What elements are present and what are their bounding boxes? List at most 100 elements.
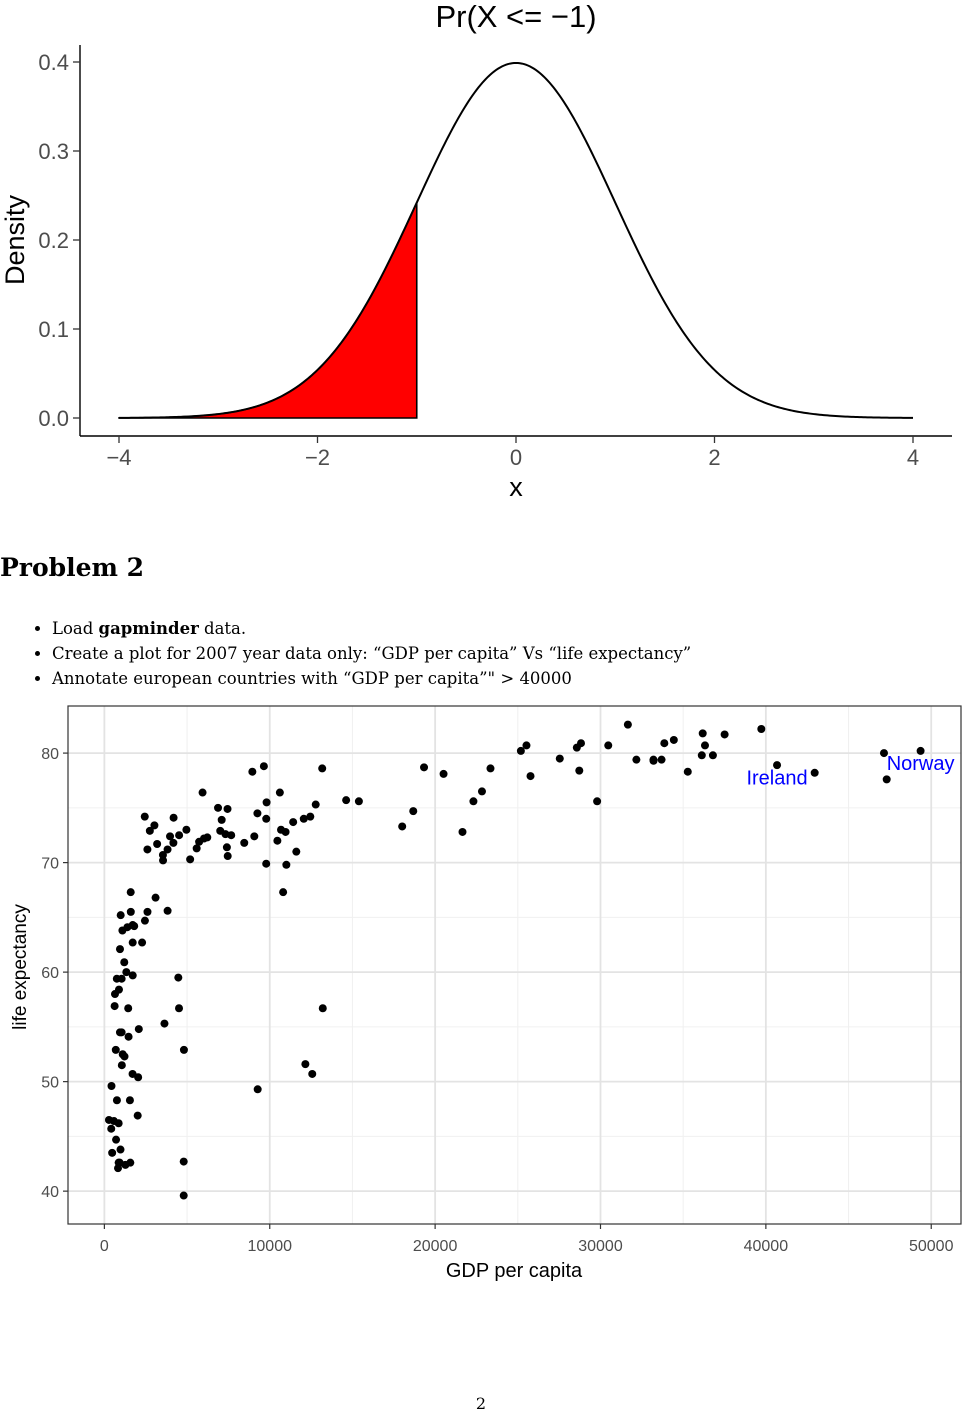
data-point xyxy=(117,1028,126,1037)
data-point xyxy=(179,1157,188,1166)
data-point xyxy=(140,916,149,925)
data-point xyxy=(281,827,290,836)
data-point xyxy=(683,767,692,776)
x-tick-label: 0 xyxy=(510,445,522,470)
data-point xyxy=(879,749,888,758)
data-point xyxy=(282,860,291,869)
data-point xyxy=(158,850,167,859)
x-axis-ticks: 0 10000 20000 30000 40000 50000 xyxy=(100,1224,954,1255)
list-item: Create a plot for 2007 year data only: “… xyxy=(52,641,691,666)
data-point xyxy=(697,751,706,760)
data-point xyxy=(125,1096,134,1105)
data-point xyxy=(477,787,486,796)
data-point xyxy=(292,847,301,856)
data-point xyxy=(289,818,298,827)
data-point xyxy=(115,945,124,954)
data-point xyxy=(354,797,363,806)
problem-heading: Problem 2 xyxy=(0,553,145,582)
x-axis-label: x xyxy=(509,472,523,502)
data-point xyxy=(318,1004,327,1013)
data-point xyxy=(179,1045,188,1054)
data-point xyxy=(773,761,782,770)
normal-density-chart: Pr(X <= −1) −4 −2 0 2 4 0.0 0.1 0.2 0.3 0.4 x De… xyxy=(0,0,952,502)
y-axis-label: Density xyxy=(0,194,30,285)
data-point xyxy=(632,755,641,764)
data-point xyxy=(623,720,632,729)
x-tick-label: 50000 xyxy=(909,1238,954,1255)
data-point xyxy=(107,1082,116,1091)
data-point xyxy=(439,769,448,778)
data-point xyxy=(301,1060,310,1069)
y-tick-label: 0.2 xyxy=(38,228,69,253)
y-tick-label: 0.4 xyxy=(38,50,69,75)
data-point xyxy=(522,741,531,750)
data-point xyxy=(660,739,669,748)
data-point xyxy=(223,852,232,861)
x-tick-label: 4 xyxy=(907,445,919,470)
x-tick-label: 40000 xyxy=(744,1238,789,1255)
data-point xyxy=(279,888,288,897)
data-point xyxy=(182,825,191,834)
y-tick-label: 60 xyxy=(41,965,59,982)
list-item: Annotate european countries with “GDP pe… xyxy=(52,666,691,691)
data-point xyxy=(577,739,585,748)
data-point xyxy=(810,768,819,777)
data-point xyxy=(306,812,315,821)
country-annotations: Ireland Norway xyxy=(746,753,954,789)
data-point xyxy=(126,888,135,897)
data-point xyxy=(118,1050,127,1059)
data-point xyxy=(262,814,271,823)
data-point xyxy=(166,832,175,841)
data-point xyxy=(112,1096,121,1105)
data-point xyxy=(259,762,268,771)
data-point xyxy=(140,812,149,821)
data-point xyxy=(409,807,418,816)
data-point xyxy=(114,985,123,994)
x-tick-label: 10000 xyxy=(248,1238,293,1255)
data-point xyxy=(169,813,178,822)
plot-panel-border xyxy=(67,705,962,1225)
data-point xyxy=(116,1145,125,1154)
data-point xyxy=(175,1004,184,1013)
data-point xyxy=(163,906,172,915)
data-point xyxy=(420,763,429,772)
data-point xyxy=(342,796,351,805)
data-point xyxy=(117,974,126,983)
data-point xyxy=(114,1119,123,1128)
y-tick-label: 0.0 xyxy=(38,406,69,431)
data-point xyxy=(121,1160,130,1169)
data-point xyxy=(275,788,284,797)
data-point xyxy=(128,921,137,930)
data-point xyxy=(128,1069,137,1078)
data-point xyxy=(253,1085,262,1094)
country-label: Ireland xyxy=(746,767,807,789)
data-point xyxy=(112,1135,121,1144)
data-point xyxy=(882,775,891,784)
country-label: Norway xyxy=(887,753,955,775)
grid-lines xyxy=(68,706,961,1224)
data-point xyxy=(133,1111,142,1120)
data-point xyxy=(916,746,925,755)
data-point xyxy=(124,1004,133,1013)
data-point xyxy=(669,735,678,744)
data-point xyxy=(217,815,226,824)
data-point xyxy=(273,836,282,845)
y-tick-label: 0.3 xyxy=(38,139,69,164)
data-point xyxy=(700,741,709,750)
data-point xyxy=(227,831,236,840)
list-item: Load gapminder data. xyxy=(52,616,691,641)
data-point xyxy=(486,764,495,773)
y-tick-label: 40 xyxy=(41,1184,59,1201)
data-point xyxy=(526,772,535,781)
data-point xyxy=(311,800,320,809)
x-tick-label: 20000 xyxy=(413,1238,458,1255)
data-point xyxy=(223,804,232,813)
data-point xyxy=(192,844,201,853)
data-point xyxy=(398,822,407,831)
x-tick-label: −2 xyxy=(305,445,330,470)
data-point xyxy=(143,845,152,854)
data-point xyxy=(122,968,131,977)
data-point xyxy=(153,839,162,848)
data-point xyxy=(186,855,195,864)
data-point xyxy=(198,788,207,797)
